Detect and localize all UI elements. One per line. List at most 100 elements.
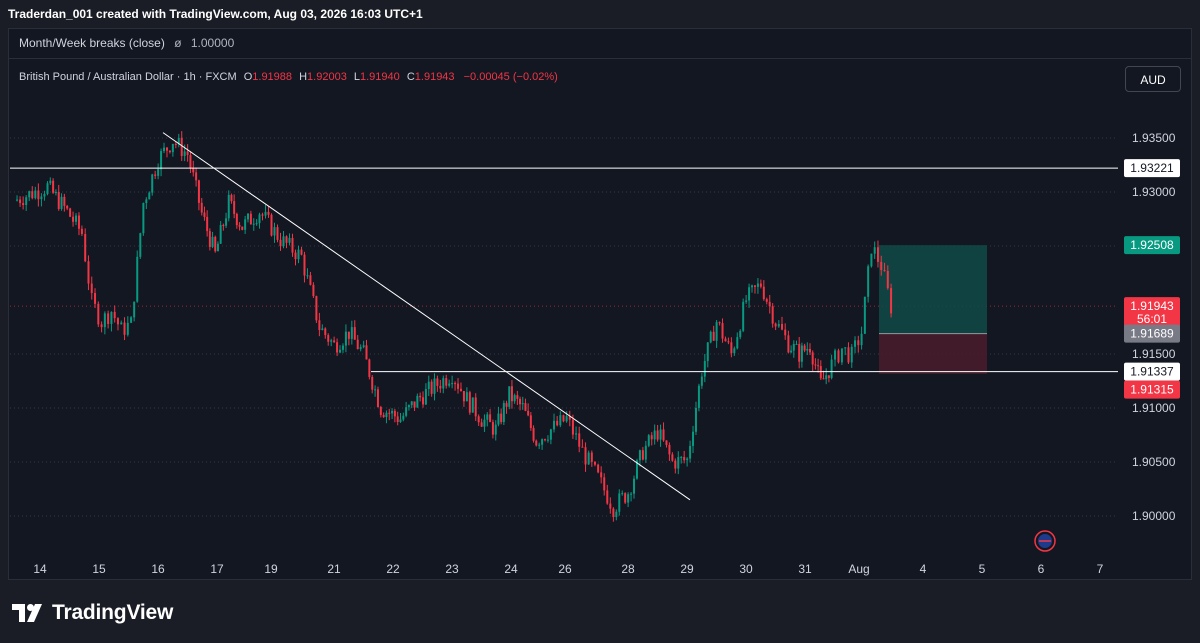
- candle: [233, 201, 236, 214]
- candle: [294, 252, 297, 260]
- loss-zone[interactable]: [879, 333, 987, 374]
- candle: [774, 323, 777, 327]
- candle: [497, 413, 500, 425]
- tradingview-logo[interactable]: TradingView: [12, 601, 173, 624]
- candle: [297, 249, 300, 260]
- candle: [402, 415, 405, 420]
- candle: [258, 214, 261, 224]
- candle: [75, 215, 78, 222]
- entry-badge: 1.91689: [1130, 327, 1174, 341]
- candle: [578, 433, 581, 447]
- candle: [627, 494, 630, 503]
- time-tick-label: 30: [739, 562, 753, 576]
- candle: [252, 223, 255, 225]
- candle: [350, 327, 353, 339]
- candle: [692, 431, 695, 446]
- chart-attribution: Traderdan_001 created with TradingView.c…: [0, 0, 1200, 28]
- candle: [559, 415, 562, 426]
- candle: [477, 416, 480, 423]
- candle: [733, 348, 736, 354]
- indicator-label[interactable]: Month/Week breaks (close) ø 1.00000: [19, 36, 234, 50]
- candle: [712, 331, 715, 341]
- candle: [339, 349, 342, 353]
- candle: [822, 378, 825, 380]
- candle: [113, 311, 116, 319]
- candle: [16, 199, 19, 201]
- price-tick-label: 1.90000: [1132, 509, 1176, 523]
- candle: [288, 237, 291, 243]
- candle: [396, 416, 399, 423]
- chart-panel[interactable]: Month/Week breaks (close) ø 1.00000 Brit…: [8, 28, 1192, 580]
- candle: [562, 415, 565, 422]
- candle: [680, 456, 683, 458]
- candle: [867, 266, 870, 297]
- currency-button[interactable]: AUD: [1125, 66, 1181, 92]
- candle: [459, 388, 462, 392]
- candle: [407, 405, 410, 408]
- candle: [494, 424, 497, 435]
- candle: [549, 429, 552, 440]
- candle: [457, 383, 460, 389]
- candle: [279, 239, 282, 247]
- candle: [524, 403, 527, 411]
- candle: [43, 193, 46, 197]
- candle: [762, 286, 765, 300]
- candle: [647, 435, 650, 446]
- candle: [37, 190, 40, 200]
- candle: [22, 203, 25, 206]
- time-tick-label: 19: [264, 562, 278, 576]
- candle: [165, 147, 168, 151]
- candle: [844, 347, 847, 349]
- time-tick-label: 31: [798, 562, 812, 576]
- candle: [200, 202, 203, 213]
- candle: [800, 345, 803, 362]
- candle: [748, 287, 751, 301]
- candle: [130, 317, 133, 323]
- candle: [781, 323, 784, 330]
- candle: [689, 445, 692, 459]
- pane-separator[interactable]: [9, 58, 1191, 59]
- candle: [270, 214, 273, 236]
- candle: [817, 365, 820, 367]
- candle: [72, 216, 75, 222]
- candle: [255, 223, 258, 225]
- candle: [25, 197, 28, 206]
- target-badge-bg: [1124, 236, 1180, 255]
- candle: [587, 452, 590, 465]
- candle: [635, 460, 638, 479]
- candle: [471, 397, 474, 413]
- candle: [227, 194, 230, 219]
- candle: [624, 493, 627, 503]
- candle: [860, 333, 863, 346]
- time-tick-label: 23: [445, 562, 459, 576]
- profit-zone[interactable]: [879, 245, 987, 334]
- candle: [516, 395, 519, 399]
- target-badge: 1.92508: [1130, 238, 1174, 252]
- time-tick-label: 22: [386, 562, 400, 576]
- candle: [454, 383, 457, 385]
- candle: [700, 376, 703, 386]
- candle: [393, 410, 396, 417]
- candle: [489, 414, 492, 423]
- candle: [365, 345, 368, 360]
- candle: [521, 403, 524, 405]
- candle: [145, 199, 148, 204]
- candle: [462, 391, 465, 402]
- candle: [353, 327, 356, 340]
- candle: [697, 385, 700, 408]
- instrument-title: British Pound / Australian Dollar · 1h ·…: [19, 71, 237, 83]
- level-top-badge: 1.93221: [1130, 161, 1174, 175]
- candle: [603, 477, 606, 491]
- economic-event-icon[interactable]: [1034, 530, 1056, 552]
- candle: [863, 296, 866, 334]
- candle: [151, 174, 154, 193]
- price-chart[interactable]: 1.935001.930001.925001.915001.910001.905…: [0, 0, 1200, 580]
- candle: [324, 328, 327, 336]
- close-label: C: [406, 71, 415, 83]
- candle: [709, 331, 712, 343]
- candle: [123, 322, 126, 335]
- countdown-badge: 56:01: [1137, 312, 1167, 326]
- candle: [890, 288, 893, 314]
- candle: [819, 366, 822, 379]
- trendline[interactable]: [162, 132, 691, 501]
